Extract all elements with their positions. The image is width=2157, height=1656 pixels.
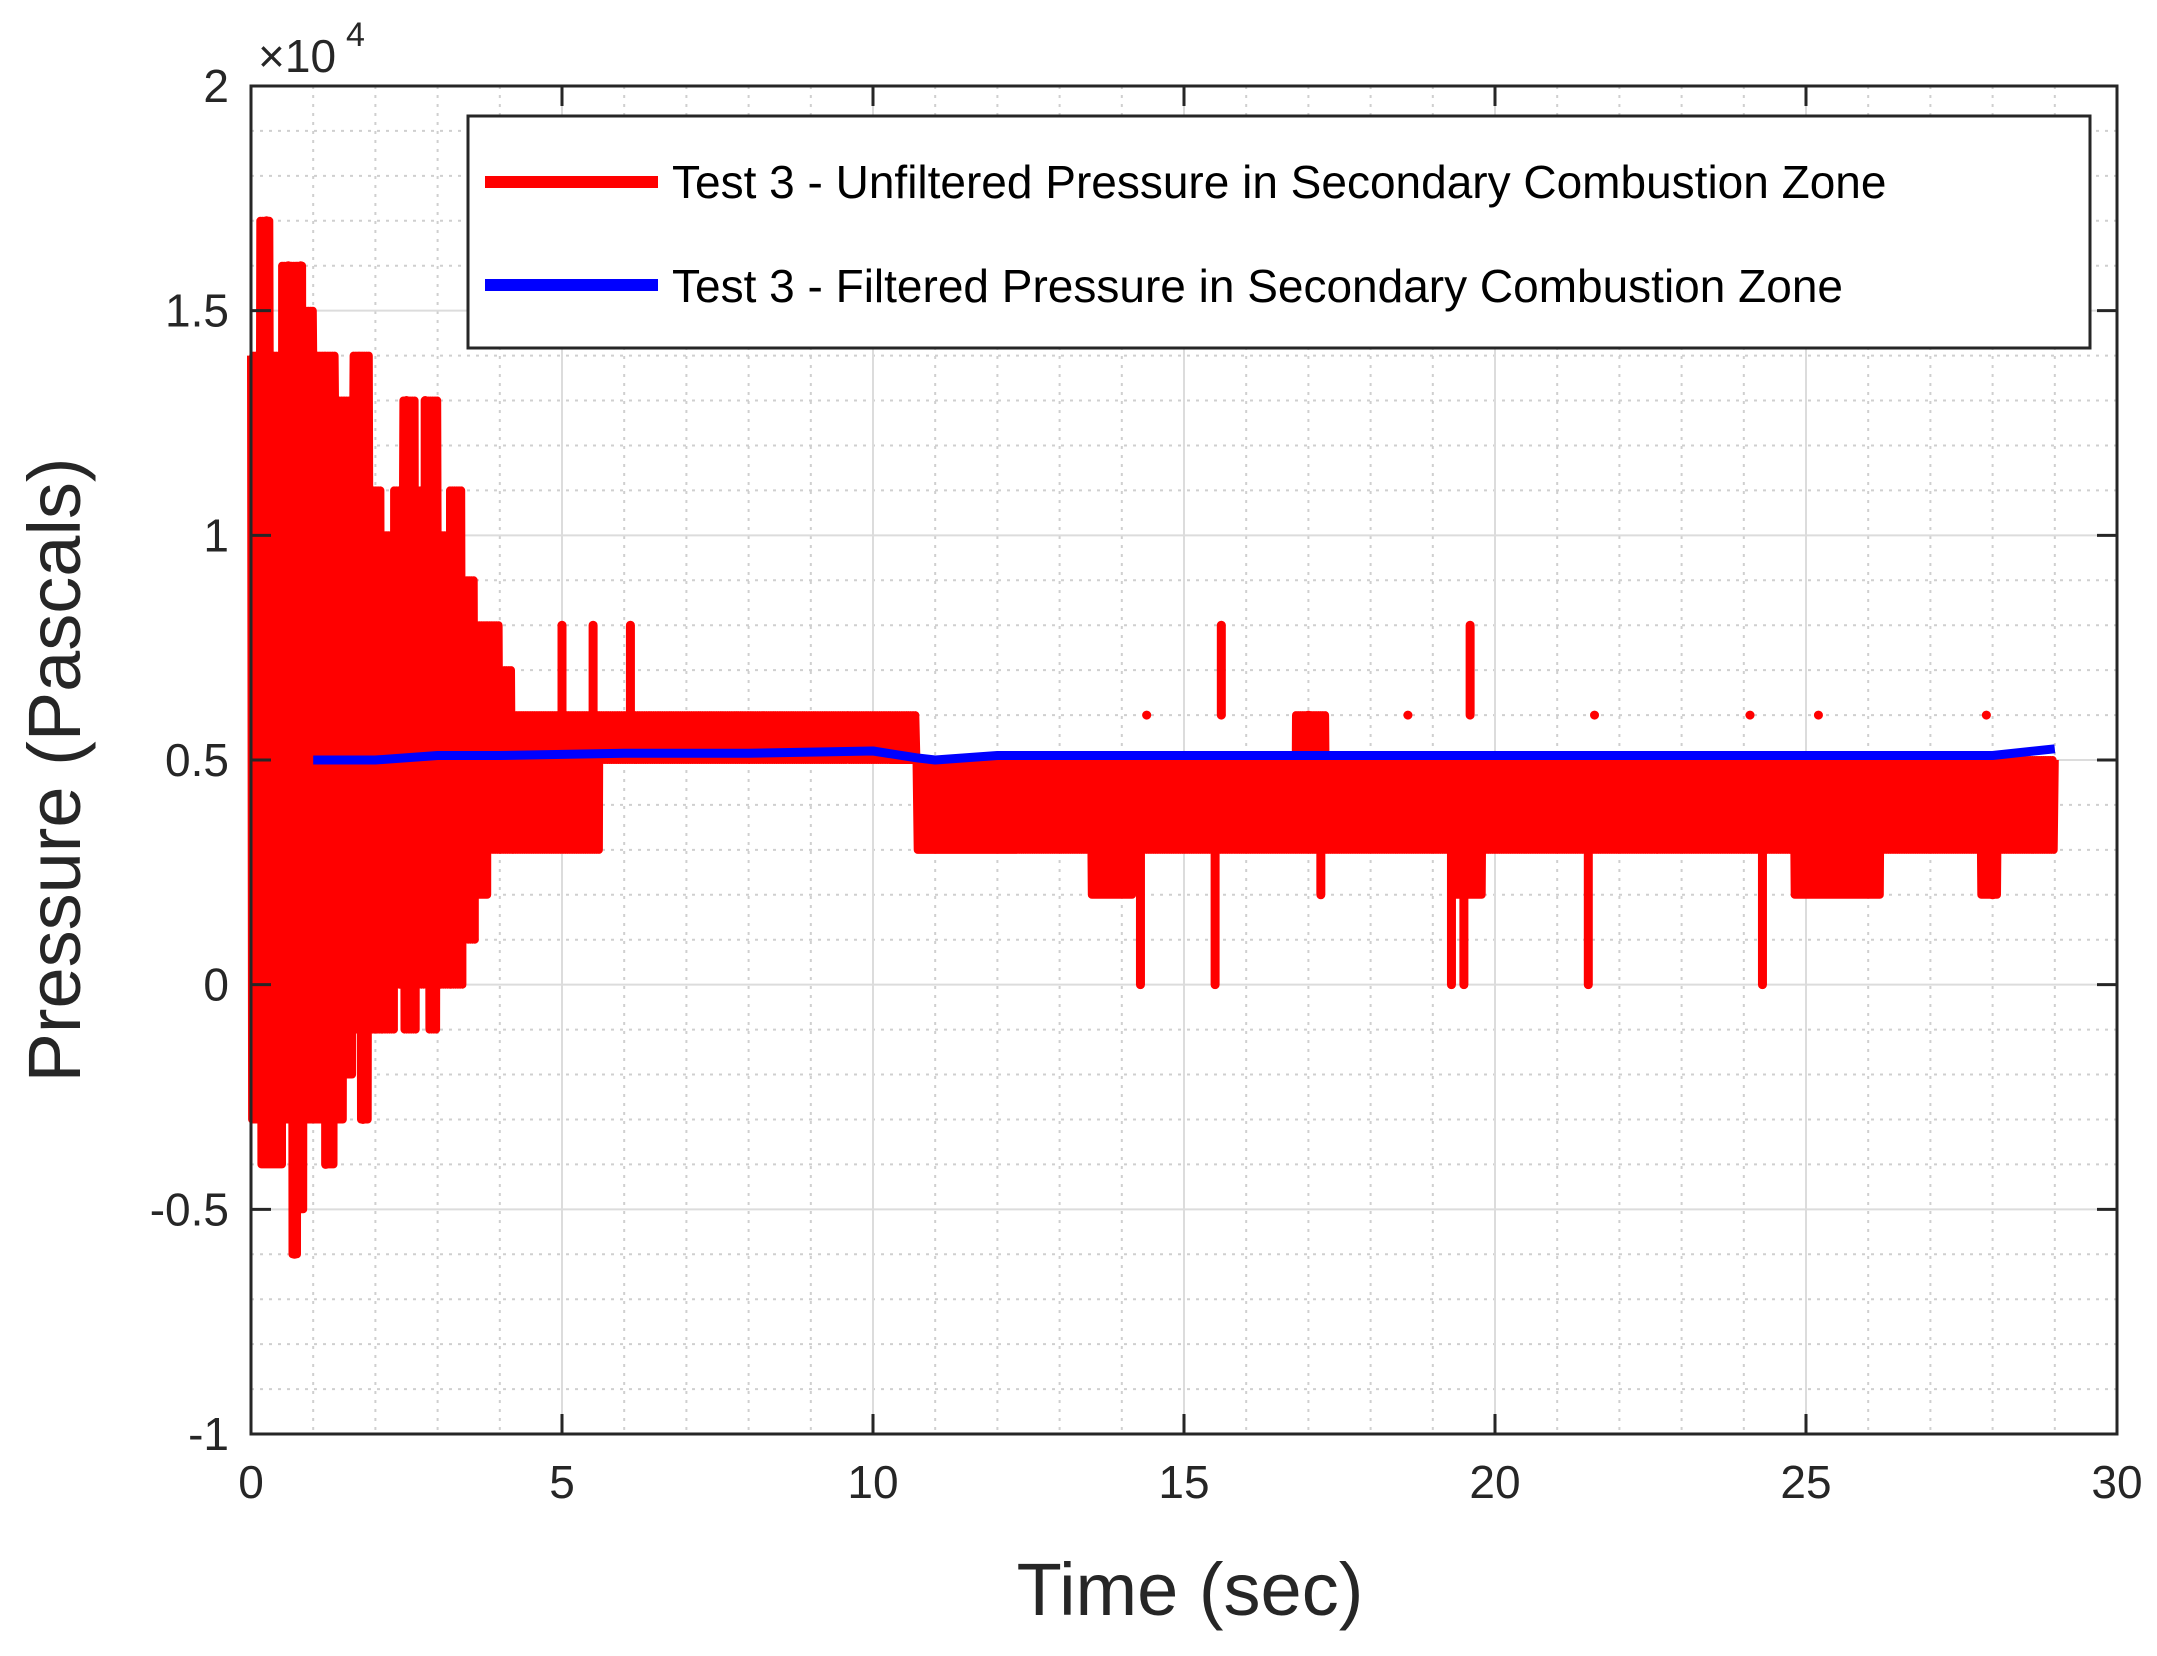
- y-axis-tick-labels: -1 -0.5 0 0.5 1 1.5 2: [150, 60, 229, 1460]
- y-tick-label: 1.5: [165, 285, 229, 337]
- x-tick-label: 20: [1469, 1456, 1520, 1508]
- y-multiplier-exponent: 4: [346, 16, 365, 54]
- x-axis-tick-labels: 0 5 10 15 20 25 30: [238, 1456, 2142, 1508]
- x-tick-label: 5: [549, 1456, 575, 1508]
- y-tick-label: 0: [203, 959, 229, 1011]
- legend-label-filtered: Test 3 - Filtered Pressure in Secondary …: [672, 260, 1843, 312]
- y-tick-label: -0.5: [150, 1183, 229, 1235]
- legend-box: [466, 114, 2092, 350]
- y-axis-title: Pressure (Pascals): [13, 457, 96, 1082]
- y-tick-label: 1: [203, 509, 229, 561]
- x-tick-label: 15: [1158, 1456, 1209, 1508]
- x-tick-label: 30: [2091, 1456, 2142, 1508]
- y-axis-multiplier: ×10 4: [258, 16, 365, 82]
- legend-label-unfiltered: Test 3 - Unfiltered Pressure in Secondar…: [672, 156, 1886, 208]
- y-tick-label: 0.5: [165, 734, 229, 786]
- x-tick-label: 0: [238, 1456, 264, 1508]
- legend: Test 3 - Unfiltered Pressure in Secondar…: [466, 114, 2092, 350]
- y-multiplier-base: ×10: [258, 30, 336, 82]
- y-tick-label: 2: [203, 60, 229, 112]
- y-tick-label: -1: [188, 1408, 229, 1460]
- series-filtered-line: [313, 744, 2056, 765]
- x-axis-title: Time (sec): [1017, 1548, 1364, 1631]
- series-layer: [247, 216, 2059, 1259]
- axis-ticks: [249, 84, 2119, 1436]
- x-tick-label: 10: [847, 1456, 898, 1508]
- x-tick-label: 25: [1780, 1456, 1831, 1508]
